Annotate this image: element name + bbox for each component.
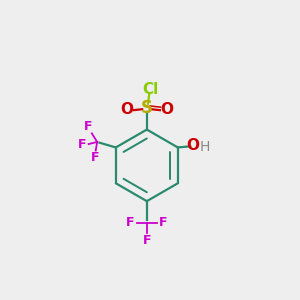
Text: F: F xyxy=(142,234,151,247)
Text: F: F xyxy=(126,216,134,230)
Text: F: F xyxy=(91,152,99,164)
Text: F: F xyxy=(159,216,168,230)
Text: H: H xyxy=(200,140,210,154)
Text: O: O xyxy=(120,102,133,117)
Text: Cl: Cl xyxy=(142,82,158,97)
Text: S: S xyxy=(141,99,153,117)
Text: O: O xyxy=(187,138,200,153)
Text: O: O xyxy=(160,102,173,117)
Text: F: F xyxy=(83,120,92,133)
Text: F: F xyxy=(78,138,86,151)
